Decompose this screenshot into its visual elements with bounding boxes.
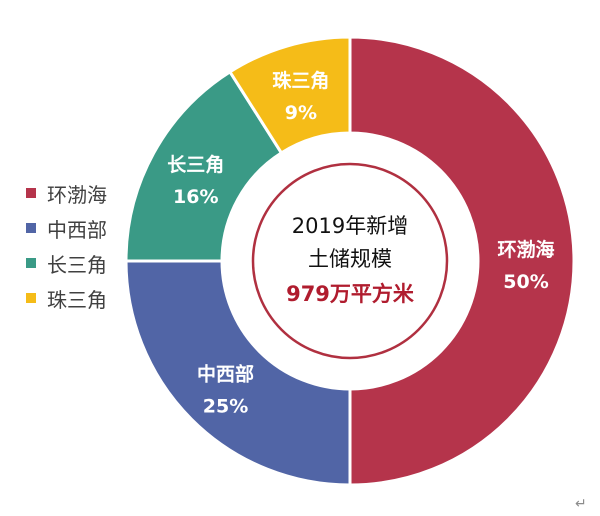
legend-swatch bbox=[26, 223, 36, 233]
legend-label: 环渤海 bbox=[47, 182, 107, 207]
legend-item-huanbohai: 环渤海 bbox=[26, 181, 107, 207]
slice-label: 中西部 bbox=[197, 362, 254, 385]
slice-label: 珠三角 bbox=[272, 69, 329, 92]
legend-item-zhusanjiao: 珠三角 bbox=[26, 286, 107, 312]
legend-label: 中西部 bbox=[47, 217, 107, 242]
legend-item-zhongxibu: 中西部 bbox=[26, 216, 107, 242]
slice-label: 长三角 bbox=[167, 153, 224, 176]
center-hole bbox=[222, 133, 478, 389]
legend-label: 珠三角 bbox=[47, 287, 107, 312]
legend-label: 长三角 bbox=[47, 252, 107, 277]
slice-value-label: 50% bbox=[503, 271, 548, 293]
center-ring bbox=[251, 162, 449, 360]
center-line-1: 2019年新增 bbox=[292, 214, 408, 238]
center-value: 979万平方米 bbox=[286, 282, 415, 306]
legend-item-changsanjiao: 长三角 bbox=[26, 251, 107, 277]
legend-swatch bbox=[26, 258, 36, 268]
slice-label: 环渤海 bbox=[497, 238, 554, 261]
return-mark-icon: ↵ bbox=[575, 496, 587, 512]
legend-swatch bbox=[26, 293, 36, 303]
slice-value-label: 16% bbox=[173, 186, 218, 208]
legend-swatch bbox=[26, 188, 36, 198]
slice-value-label: 25% bbox=[203, 395, 248, 417]
center-line-2: 土储规模 bbox=[308, 247, 392, 271]
legend: 环渤海 中西部 长三角 珠三角 bbox=[26, 181, 107, 312]
slice-value-label: 9% bbox=[285, 102, 317, 124]
